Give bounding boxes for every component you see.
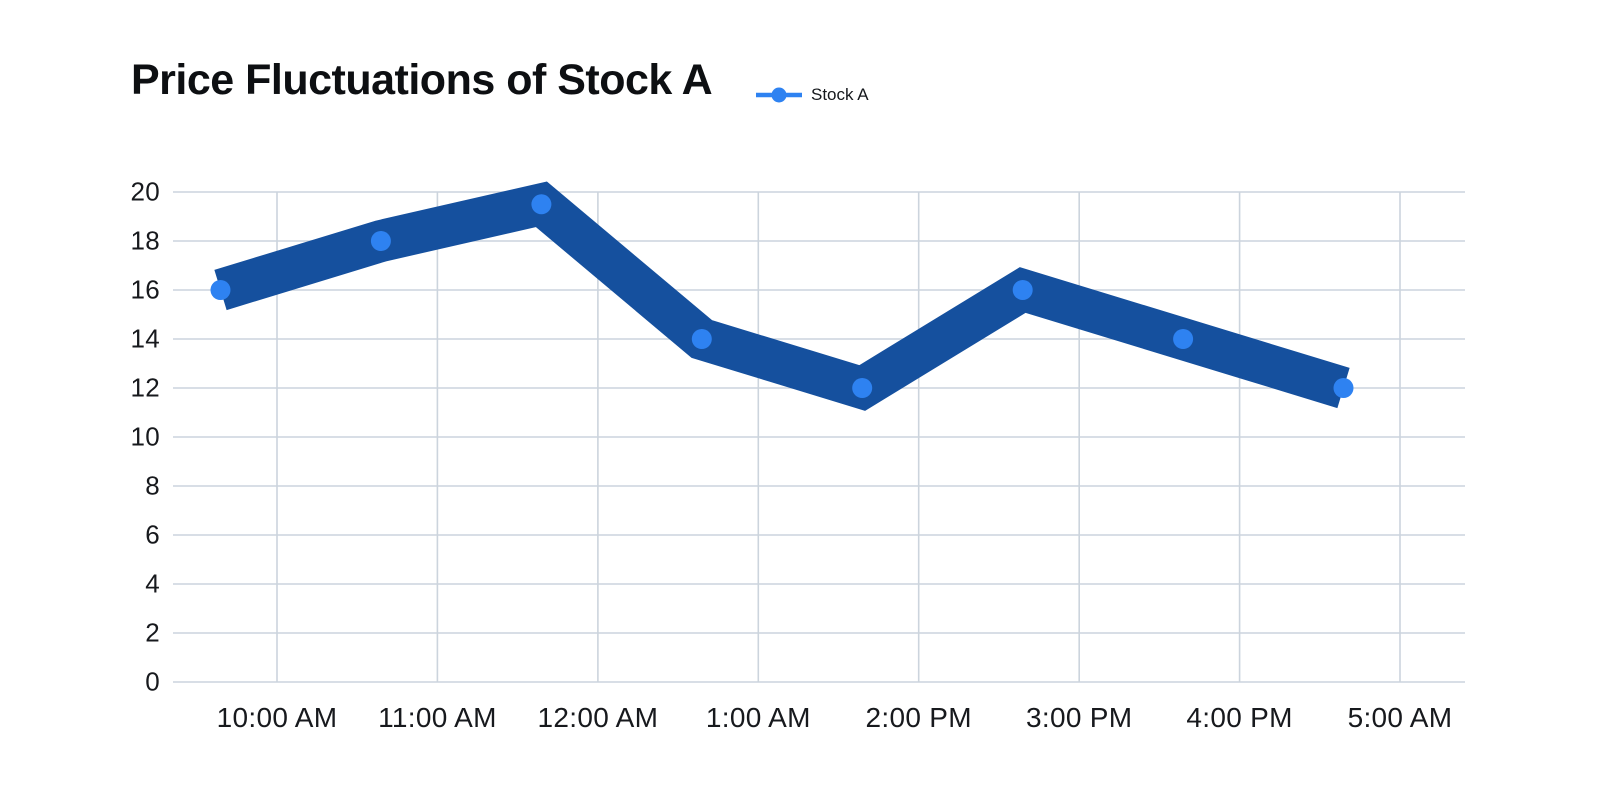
data-point-marker — [852, 378, 873, 398]
y-tick-label: 10 — [130, 422, 160, 452]
series-line — [214, 181, 1350, 411]
data-point-marker — [1173, 329, 1194, 349]
legend: Stock A — [754, 85, 869, 105]
y-tick-label: 2 — [145, 618, 160, 648]
y-tick-label: 20 — [130, 177, 160, 207]
data-point-marker — [531, 194, 552, 215]
legend-label: Stock A — [811, 85, 869, 104]
data-point-marker — [210, 280, 231, 300]
legend-line-marker-icon — [756, 87, 802, 103]
data-point-marker — [370, 231, 391, 251]
y-tick-label: 6 — [145, 520, 160, 550]
data-point-marker — [1012, 280, 1033, 300]
x-tick-label: 12:00 AM — [538, 702, 659, 733]
y-tick-label: 12 — [130, 373, 160, 403]
chart-title: Price Fluctuations of Stock A — [131, 56, 713, 104]
x-tick-label: 4:00 PM — [1186, 702, 1292, 733]
y-tick-label: 0 — [145, 667, 160, 697]
y-tick-label: 18 — [130, 226, 160, 256]
x-tick-label: 3:00 PM — [1026, 702, 1132, 733]
y-tick-label: 16 — [130, 275, 160, 305]
x-tick-label: 10:00 AM — [217, 702, 338, 733]
x-tick-label: 2:00 PM — [866, 702, 972, 733]
x-tick-label: 5:00 AM — [1348, 702, 1453, 733]
y-tick-label: 4 — [145, 569, 160, 599]
y-tick-label: 8 — [145, 471, 160, 501]
x-tick-label: 1:00 AM — [706, 702, 811, 733]
data-point-marker — [691, 329, 712, 349]
y-tick-label: 14 — [130, 324, 160, 354]
x-tick-label: 11:00 AM — [378, 702, 497, 733]
data-point-marker — [1333, 378, 1354, 398]
